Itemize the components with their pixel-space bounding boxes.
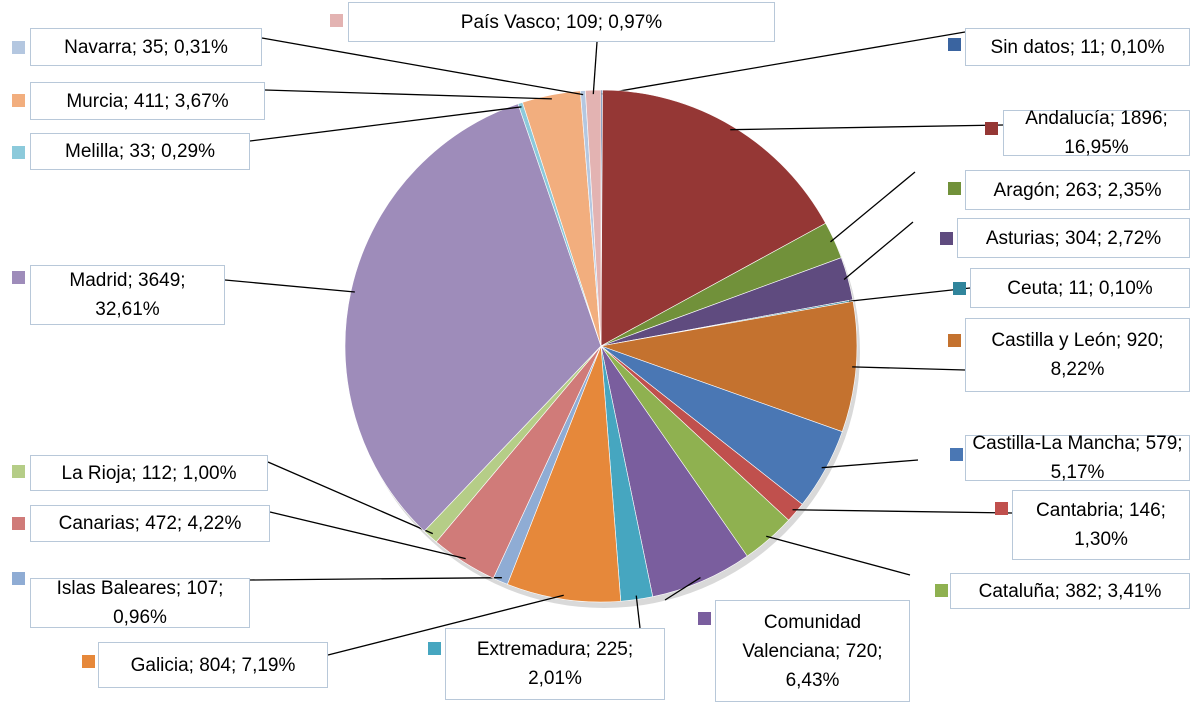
legend-swatch xyxy=(12,146,25,159)
leader-line xyxy=(635,595,641,629)
legend-swatch xyxy=(330,14,343,27)
data-label: Castilla y León; 920; 8,22% xyxy=(965,318,1190,392)
legend-swatch xyxy=(948,334,961,347)
data-label: Cantabria; 146; 1,30% xyxy=(1012,490,1190,560)
legend-swatch xyxy=(985,122,998,135)
pie-slice xyxy=(507,345,622,603)
data-label: Ceuta; 11; 0,10% xyxy=(970,268,1190,308)
legend-swatch xyxy=(940,232,953,245)
data-label: Sin datos; 11; 0,10% xyxy=(965,28,1190,66)
legend-swatch xyxy=(12,41,25,54)
legend-swatch xyxy=(12,94,25,107)
leader-line xyxy=(852,366,966,371)
leader-line xyxy=(267,461,434,535)
data-label: País Vasco; 109; 0,97% xyxy=(348,2,775,42)
legend-swatch xyxy=(995,502,1008,515)
data-label: La Rioja; 112; 1,00% xyxy=(30,455,268,491)
data-label: Cataluña; 382; 3,41% xyxy=(950,573,1190,609)
data-label: Islas Baleares; 107; 0,96% xyxy=(30,578,250,628)
data-label: Aragón; 263; 2,35% xyxy=(965,170,1190,210)
leader-line xyxy=(264,89,552,100)
legend-swatch xyxy=(698,612,711,625)
data-label: Extremadura; 225; 2,01% xyxy=(445,628,665,700)
leader-line xyxy=(261,37,584,96)
leader-line xyxy=(592,41,598,95)
leader-line xyxy=(843,221,914,281)
data-label: Canarias; 472; 4,22% xyxy=(30,505,270,542)
data-label: Melilla; 33; 0,29% xyxy=(30,133,250,170)
data-label: Comunidad Valenciana; 720; 6,43% xyxy=(715,600,910,702)
legend-swatch xyxy=(428,642,441,655)
data-label: Galicia; 804; 7,19% xyxy=(98,642,328,688)
data-label: Murcia; 411; 3,67% xyxy=(30,82,265,120)
leader-line xyxy=(766,535,911,576)
data-label: Andalucía; 1896; 16,95% xyxy=(1003,108,1190,158)
leader-line xyxy=(848,287,971,302)
data-label: Madrid; 3649; 32,61% xyxy=(30,265,225,325)
legend-swatch xyxy=(953,282,966,295)
legend-swatch xyxy=(948,38,961,51)
leader-line xyxy=(224,279,355,293)
leader-line xyxy=(821,459,919,469)
leader-line xyxy=(730,124,1004,131)
data-label: Navarra; 35; 0,31% xyxy=(30,28,262,66)
leader-line xyxy=(830,171,916,243)
legend-swatch xyxy=(935,584,948,597)
legend-swatch xyxy=(948,182,961,195)
leader-line xyxy=(269,511,466,560)
pie-slice xyxy=(600,89,827,347)
data-label: Asturias; 304; 2,72% xyxy=(957,218,1190,258)
data-label: Castilla-La Mancha; 579; 5,17% xyxy=(965,433,1190,483)
legend-swatch xyxy=(12,517,25,530)
legend-swatch xyxy=(12,271,25,284)
leader-line xyxy=(601,31,966,95)
legend-swatch xyxy=(950,448,963,461)
leader-line xyxy=(249,577,502,581)
legend-swatch xyxy=(12,465,25,478)
leader-line xyxy=(249,106,522,142)
leader-line xyxy=(792,509,1013,514)
leader-line xyxy=(327,594,564,656)
legend-swatch xyxy=(12,572,25,585)
leader-line xyxy=(664,576,701,601)
legend-swatch xyxy=(82,655,95,668)
